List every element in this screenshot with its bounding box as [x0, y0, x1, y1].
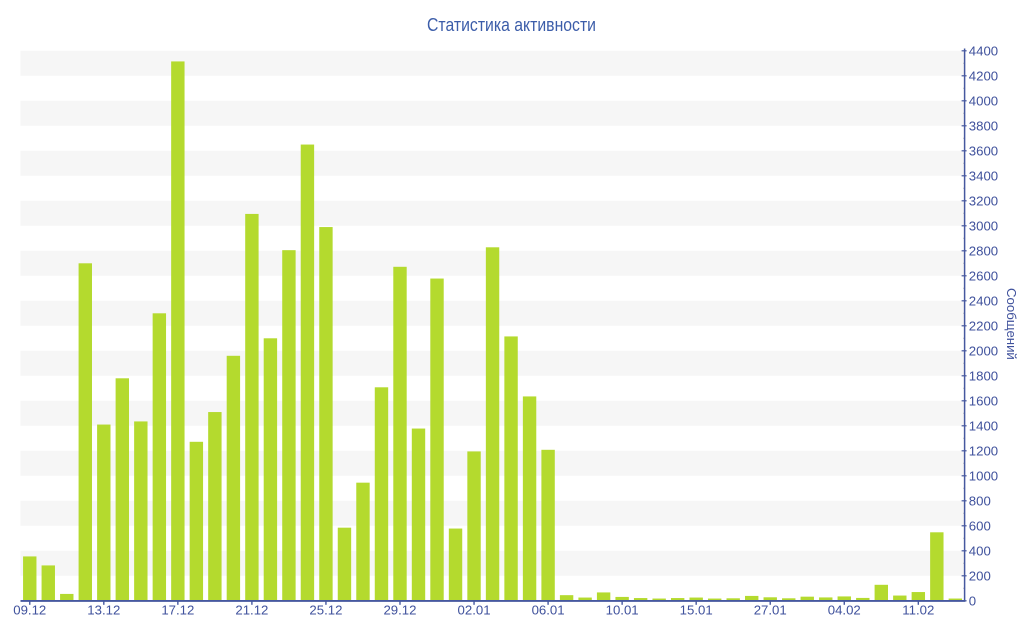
svg-text:4400: 4400 [969, 43, 998, 58]
svg-text:11.02: 11.02 [902, 603, 934, 618]
svg-text:06.01: 06.01 [532, 603, 565, 618]
svg-text:4000: 4000 [969, 93, 998, 108]
svg-text:800: 800 [969, 493, 991, 508]
svg-text:3800: 3800 [969, 118, 998, 133]
svg-text:4200: 4200 [969, 68, 998, 83]
svg-text:15.01: 15.01 [680, 603, 713, 618]
svg-text:1000: 1000 [969, 468, 998, 483]
svg-text:17.12: 17.12 [161, 603, 194, 618]
svg-text:1600: 1600 [969, 393, 998, 408]
svg-text:0: 0 [969, 593, 976, 608]
svg-text:2200: 2200 [969, 318, 998, 333]
svg-text:21.12: 21.12 [235, 603, 268, 618]
svg-text:2800: 2800 [969, 243, 998, 258]
svg-text:200: 200 [969, 568, 991, 583]
svg-text:25.12: 25.12 [309, 603, 342, 618]
svg-text:09.12: 09.12 [13, 603, 46, 618]
svg-text:13.12: 13.12 [87, 603, 120, 618]
svg-text:2400: 2400 [969, 293, 998, 308]
svg-text:1800: 1800 [969, 368, 998, 383]
svg-text:2600: 2600 [969, 268, 998, 283]
svg-text:3400: 3400 [969, 168, 998, 183]
svg-text:Сообщений: Сообщений [1004, 288, 1019, 360]
svg-text:02.01: 02.01 [458, 603, 491, 618]
svg-text:1200: 1200 [969, 443, 998, 458]
svg-text:3000: 3000 [969, 218, 998, 233]
svg-text:1400: 1400 [969, 418, 998, 433]
svg-text:27.01: 27.01 [754, 603, 787, 618]
svg-text:3200: 3200 [969, 193, 998, 208]
svg-text:29.12: 29.12 [383, 603, 416, 618]
svg-text:600: 600 [969, 518, 991, 533]
svg-text:10.01: 10.01 [606, 603, 639, 618]
svg-text:04.02: 04.02 [828, 603, 861, 618]
svg-text:400: 400 [969, 543, 991, 558]
svg-text:2000: 2000 [969, 343, 998, 358]
svg-text:Статистика активности: Статистика активности [427, 14, 596, 35]
svg-text:3600: 3600 [969, 143, 998, 158]
